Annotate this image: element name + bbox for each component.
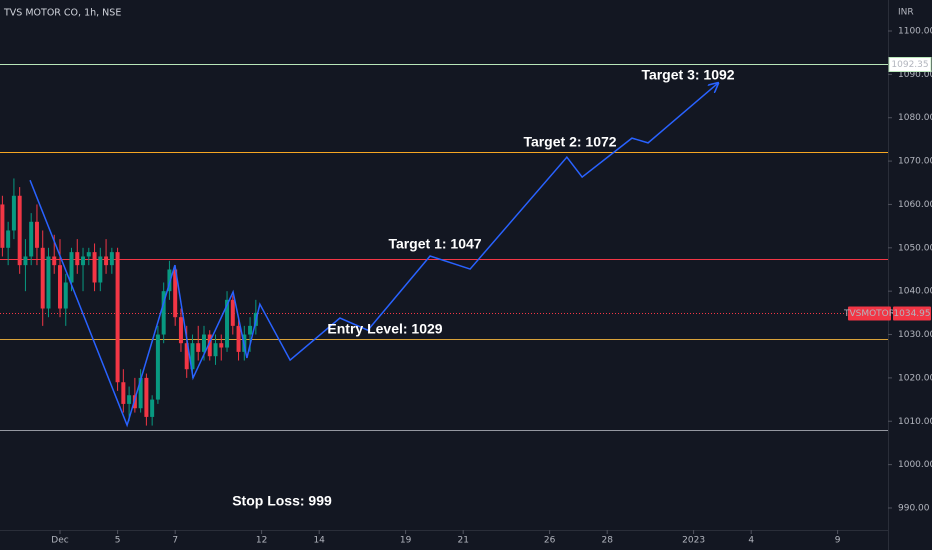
candle-body — [23, 256, 28, 266]
chart-title: TVS MOTOR CO, 1h, NSE — [3, 8, 121, 19]
candle-body — [92, 252, 97, 283]
candle-body — [190, 343, 195, 370]
annotation: Target 3: 1092 — [641, 67, 734, 83]
annotation: Stop Loss: 999 — [232, 493, 332, 509]
candle-body — [248, 325, 253, 335]
y-tick-label: 1030.00 — [898, 330, 932, 340]
last-price-tag-label: 1034.95 — [893, 309, 930, 319]
y-tick-label: 1100.00 — [898, 27, 932, 37]
annotation: Target 2: 1072 — [523, 134, 616, 150]
y-tick-label: 1020.00 — [898, 373, 932, 383]
symbol-tag — [848, 306, 891, 321]
candle-body — [167, 269, 172, 292]
candle-body — [150, 399, 155, 417]
candle-body — [17, 195, 22, 266]
candle-body — [201, 334, 206, 352]
price-line-tag — [888, 57, 932, 72]
candle-body — [57, 265, 62, 309]
y-tick-label: 1070.00 — [898, 157, 932, 167]
x-tick-label: Dec — [51, 536, 68, 546]
candle-body — [138, 377, 143, 409]
x-tick-label: 5 — [115, 536, 121, 546]
projection-line — [29, 83, 718, 428]
candle-body — [40, 247, 45, 309]
candle-body — [63, 282, 68, 309]
last-price-tag — [893, 306, 931, 321]
x-tick-label: 21 — [457, 536, 468, 546]
x-tick-label: 19 — [400, 536, 412, 546]
y-axis-label: INR — [898, 8, 914, 18]
candle-body — [0, 204, 5, 248]
annotation: Entry Level: 1029 — [327, 321, 442, 337]
candle-body — [104, 256, 109, 266]
candle-body — [29, 221, 34, 257]
candle-body — [173, 269, 178, 318]
candle-body — [207, 334, 212, 357]
y-tick-label: 1090.00 — [898, 70, 932, 80]
y-tick-label: 990.00 — [898, 503, 930, 513]
x-tick-label: 12 — [256, 536, 267, 546]
candle-body — [34, 221, 39, 248]
x-tick-label: 2023 — [682, 536, 705, 546]
candle-body — [144, 377, 149, 417]
candle-body — [81, 256, 86, 266]
x-tick-label: 14 — [313, 536, 325, 546]
candle-body — [109, 252, 114, 266]
candle-body — [6, 230, 11, 248]
candle-body — [11, 195, 16, 231]
candle-body — [213, 343, 218, 357]
candle-body — [46, 256, 51, 309]
annotation: Target 1: 1047 — [388, 236, 481, 252]
candle-body — [178, 317, 183, 344]
candle-body — [127, 395, 132, 404]
x-tick-label: 4 — [748, 536, 754, 546]
candle-body — [115, 252, 120, 383]
candle-body — [75, 252, 80, 266]
candle-body — [161, 291, 166, 335]
x-tick-label: 26 — [544, 536, 556, 546]
candle-body — [121, 382, 126, 404]
candle-body — [69, 252, 74, 283]
candle-body — [196, 343, 201, 352]
candle-body — [98, 256, 103, 283]
candle-body — [86, 252, 91, 257]
candle-body — [236, 325, 241, 352]
candle-body — [225, 299, 230, 348]
y-tick-label: 1050.00 — [898, 243, 932, 253]
y-tick-label: 1010.00 — [898, 417, 932, 427]
symbol-tag-label: TVSMOTOR — [843, 309, 895, 319]
candle-body — [184, 343, 189, 370]
x-tick-label: 28 — [601, 536, 613, 546]
y-tick-label: 1080.00 — [898, 113, 932, 123]
price-line-tag-label: 1092.35 — [891, 60, 928, 70]
candle-body — [230, 299, 235, 326]
candle-body — [219, 343, 224, 348]
candle-body — [155, 334, 160, 400]
x-tick-label: 9 — [835, 536, 841, 546]
y-tick-label: 1040.00 — [898, 287, 932, 297]
y-tick-label: 1000.00 — [898, 460, 932, 470]
candle-body — [52, 256, 57, 266]
x-tick-label: 7 — [172, 536, 178, 546]
y-tick-label: 1060.00 — [898, 200, 932, 210]
